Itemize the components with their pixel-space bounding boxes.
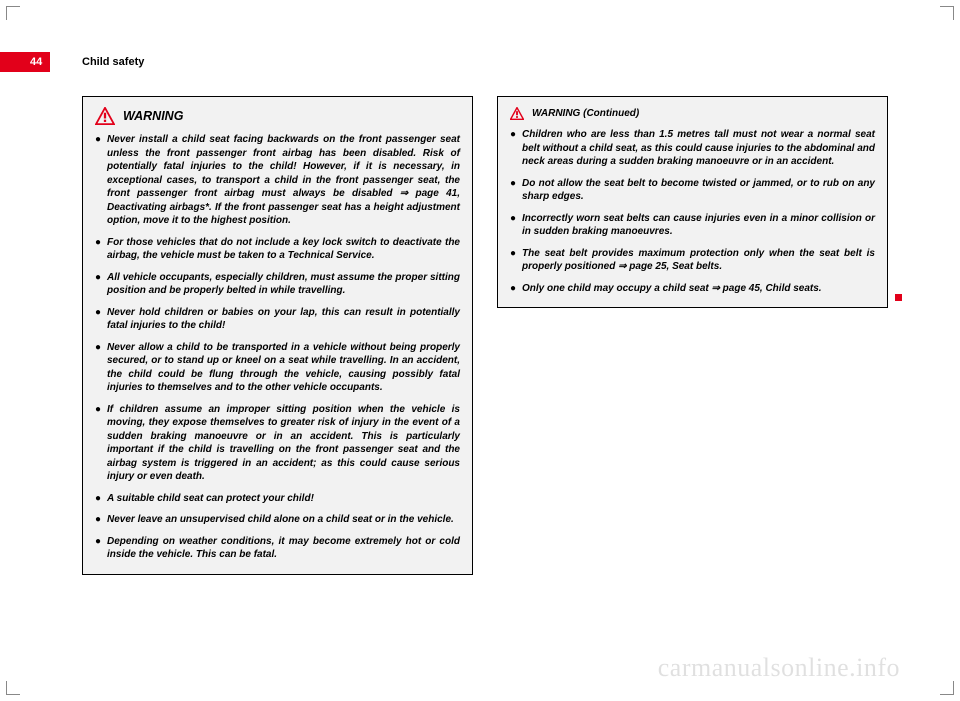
warning-title-continued: WARNING (Continued) bbox=[532, 108, 639, 119]
warning-bullet: All vehicle occupants, especially childr… bbox=[95, 271, 460, 298]
warning-bullet: If children assume an improper sitting p… bbox=[95, 403, 460, 484]
warning-bullet: Never leave an unsupervised child alone … bbox=[95, 513, 460, 527]
warning-bullet: Never hold children or babies on your la… bbox=[95, 306, 460, 333]
right-column: WARNING (Continued) Children who are les… bbox=[497, 96, 888, 575]
warning-triangle-icon bbox=[510, 107, 524, 120]
warning-bullet: A suitable child seat can protect your c… bbox=[95, 492, 460, 506]
warning-bullet: Never allow a child to be transported in… bbox=[95, 341, 460, 395]
crop-mark bbox=[940, 6, 954, 20]
warning-bullets-right: Children who are less than 1.5 metres ta… bbox=[510, 128, 875, 295]
watermark-text: carmanualsonline.info bbox=[658, 653, 900, 683]
warning-bullet: Children who are less than 1.5 metres ta… bbox=[510, 128, 875, 169]
crop-mark bbox=[6, 6, 20, 20]
warning-bullets-left: Never install a child seat facing backwa… bbox=[95, 133, 460, 562]
warning-triangle-icon bbox=[95, 107, 115, 125]
warning-bullet: Do not allow the seat belt to become twi… bbox=[510, 177, 875, 204]
warning-bullet: Only one child may occupy a child seat ⇒… bbox=[510, 282, 875, 296]
warning-title: WARNING bbox=[123, 109, 183, 123]
warning-bullet: For those vehicles that do not include a… bbox=[95, 236, 460, 263]
warning-bullet: The seat belt provides maximum protectio… bbox=[510, 247, 875, 274]
warning-bullet: Depending on weather conditions, it may … bbox=[95, 535, 460, 562]
left-column: WARNING Never install a child seat facin… bbox=[82, 96, 473, 575]
crop-mark bbox=[940, 681, 954, 695]
page-number-tab: 44 bbox=[0, 52, 50, 72]
section-end-marker bbox=[895, 294, 902, 301]
warning-bullet: Incorrectly worn seat belts can cause in… bbox=[510, 212, 875, 239]
content-columns: WARNING Never install a child seat facin… bbox=[82, 96, 888, 575]
warning-box-right: WARNING (Continued) Children who are les… bbox=[497, 96, 888, 308]
chapter-title: Child safety bbox=[82, 52, 144, 72]
warning-header-continued: WARNING (Continued) bbox=[510, 107, 875, 120]
crop-mark bbox=[6, 681, 20, 695]
warning-bullet: Never install a child seat facing backwa… bbox=[95, 133, 460, 228]
warning-box-left: WARNING Never install a child seat facin… bbox=[82, 96, 473, 575]
warning-header: WARNING bbox=[95, 107, 460, 125]
